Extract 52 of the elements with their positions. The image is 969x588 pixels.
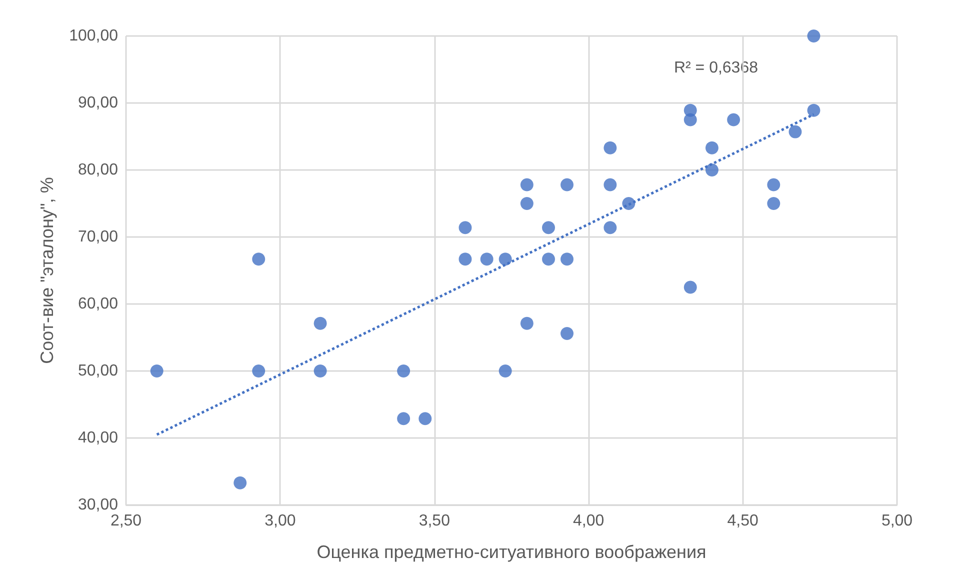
- x-tick-label: 2,50: [110, 512, 142, 530]
- point: [397, 364, 410, 378]
- y-tick-label: 30,00: [78, 496, 118, 514]
- point: [560, 326, 574, 340]
- point: [542, 221, 556, 234]
- point: [560, 252, 574, 266]
- point: [397, 412, 410, 426]
- x-tick-label: 3,50: [418, 512, 450, 530]
- point: [458, 252, 472, 266]
- y-tick-label: 50,00: [78, 362, 118, 380]
- point: [418, 412, 432, 426]
- point: [604, 221, 617, 234]
- point: [480, 252, 494, 266]
- point: [150, 364, 164, 378]
- point: [560, 178, 574, 192]
- point: [604, 141, 617, 154]
- annotation: R² = 0,6368: [674, 60, 758, 76]
- y-tick-label: 40,00: [78, 430, 118, 446]
- y-tick-label: 60,00: [78, 296, 118, 312]
- point: [234, 476, 247, 490]
- y-tick-label: 100,00: [69, 28, 118, 44]
- point: [788, 125, 802, 138]
- point: [807, 30, 820, 42]
- x-tick-label: 4,00: [573, 512, 604, 530]
- y-axis-title: Соот-вие "эталону", %: [37, 177, 57, 364]
- point: [705, 141, 718, 154]
- point: [252, 252, 266, 266]
- point: [520, 178, 534, 192]
- y-tick-label: 90,00: [78, 94, 118, 112]
- point: [767, 197, 780, 210]
- point: [520, 197, 534, 210]
- point: [767, 178, 780, 192]
- x-tick-label: 5,00: [881, 512, 913, 530]
- point: [458, 221, 472, 234]
- x-tick-label: 4,50: [727, 512, 758, 530]
- point: [520, 316, 534, 330]
- x-tick-label: 3,00: [264, 512, 296, 530]
- point: [705, 164, 718, 176]
- point: [314, 316, 327, 330]
- y-tick-label: 70,00: [78, 228, 118, 246]
- x-axis-title: Оценка предметно-ситуативного воображения: [316, 542, 706, 562]
- point: [498, 364, 512, 378]
- point: [314, 364, 327, 378]
- point: [727, 113, 740, 126]
- point: [604, 178, 617, 192]
- point: [807, 104, 820, 117]
- point: [498, 252, 512, 266]
- point: [542, 252, 556, 266]
- y-tick-label: 80,00: [78, 162, 118, 178]
- point: [252, 364, 266, 378]
- point: [684, 113, 697, 126]
- point: [684, 280, 697, 294]
